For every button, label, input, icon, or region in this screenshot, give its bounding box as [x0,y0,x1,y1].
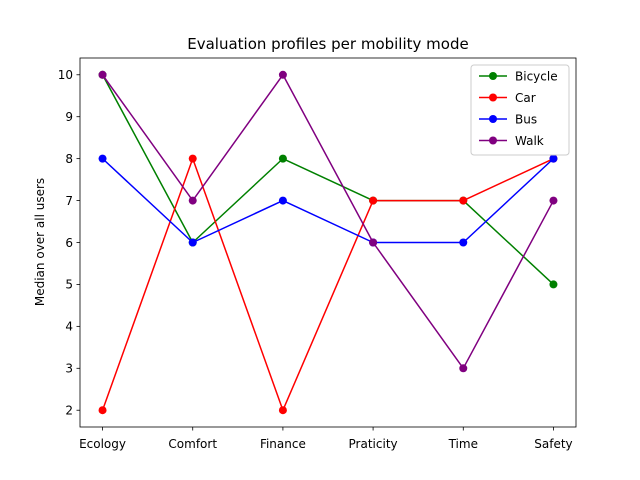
x-tick-label: Time [448,437,478,451]
legend-marker-car [489,93,497,102]
data-point-car [459,196,468,205]
x-tick-label: Praticity [349,437,398,451]
data-point-walk [98,70,107,79]
series-line-car [101,157,554,411]
legend-label-walk: Walk [515,134,544,148]
legend-label-car: Car [515,91,536,105]
y-tick-label: 5 [65,278,73,292]
data-point-bicycle [278,154,287,163]
data-point-walk [278,70,287,79]
legend-box [470,64,570,156]
legend-label-bus: Bus [515,112,537,126]
data-point-walk [549,196,558,205]
y-tick-label: 2 [65,404,73,418]
data-point-car [278,406,287,415]
chart-title: Evaluation profiles per mobility mode [187,35,468,53]
series-line-walk [101,74,555,370]
x-tick-label: Comfort [168,437,217,451]
data-point-bus [549,154,558,163]
data-point-bus [188,238,197,247]
plot-area: 2 3 4 5 6 7 8 9 10 Ecology Comfort Finance Praticity… [58,57,577,451]
legend-marker-bicycle [489,72,497,80]
y-tick-label: 9 [65,110,73,124]
y-tick-label: 6 [65,236,73,250]
x-tick-label: Safety [534,437,572,451]
data-point-bus [459,238,468,247]
series-line-bicycle [101,74,554,285]
y-tick-label: 10 [58,68,73,82]
data-point-walk [459,364,468,373]
y-tick-label: 4 [65,320,73,334]
x-tick-label: Finance [260,437,306,451]
y-tick-label: 3 [65,362,73,376]
legend-marker-bus [489,115,497,123]
x-tick-label: Ecology [79,437,126,451]
data-point-walk [188,196,197,205]
data-point-walk [369,238,378,247]
y-tick-label: 7 [65,194,73,208]
y-axis-label: Median over all users [33,178,47,306]
legend-label-bicycle: Bicycle [515,69,558,83]
data-point-car [369,196,378,205]
series-line-bus [102,158,554,244]
data-point-bus [278,196,287,205]
data-point-car [98,406,107,415]
legend-marker-walk [489,136,497,145]
data-point-car [188,154,197,163]
data-point-bus [98,154,107,163]
data-point-bicycle [549,280,558,289]
y-tick-label: 8 [65,152,73,166]
